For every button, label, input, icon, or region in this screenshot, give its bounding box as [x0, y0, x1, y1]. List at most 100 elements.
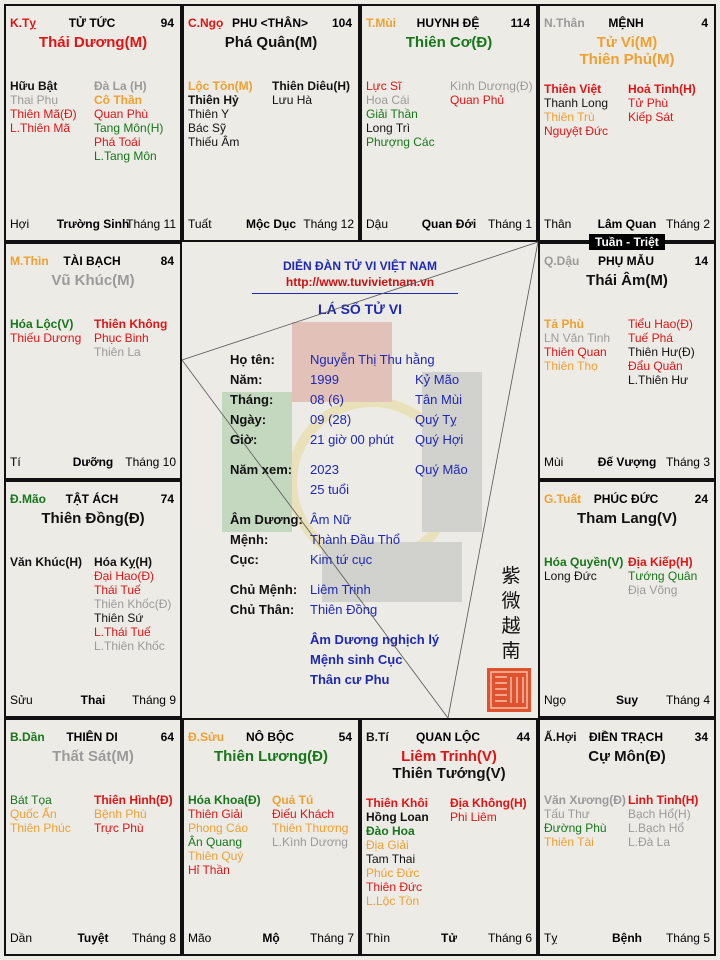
- month: Tháng 1: [487, 217, 532, 231]
- info-label: Tháng:: [230, 392, 274, 407]
- can-chi: C.Ngọ: [188, 16, 224, 30]
- minor-stars-right: Thiên Không Phục Binh Thiên La: [94, 317, 167, 359]
- palace-header: Đ.Mão TẬT ÁCH 74: [10, 492, 174, 508]
- can-chi: T.Mùi: [366, 16, 396, 30]
- palace-1[interactable]: K.Tỵ TỬ TỨC 94 Thái Dương(M) Hữu Bật Thai Phụ…: [4, 4, 182, 242]
- website-link[interactable]: http://www.tuvivietnam.vn: [285, 275, 435, 289]
- palace-2[interactable]: C.Ngọ PHU <THÂN> 104 Phá Quân(M) Lộc Tồn(M) T…: [182, 4, 360, 242]
- minor-stars-left: Bát Tọa Quốc Ấn Thiên Phúc: [10, 793, 71, 835]
- minor-star: Long Đức: [544, 569, 597, 583]
- minor-star: Thiên Thọ: [544, 359, 598, 373]
- life-phase: Thai: [80, 693, 106, 707]
- minor-star: L.Thái Tuế: [94, 625, 151, 639]
- minor-star: Trực Phù: [94, 821, 144, 835]
- palace-6[interactable]: Q.Dậu PHỤ MẪU 14 Thái Âm(M) Tả Phù LN Văn Tin…: [538, 242, 716, 480]
- minor-star: Cô Thần: [94, 93, 142, 107]
- can-chi: K.Tỵ: [10, 16, 37, 30]
- life-phase: Mộc Dục: [245, 217, 296, 231]
- minor-star: Hỉ Thần: [188, 863, 230, 877]
- can-chi: B.Tí: [366, 730, 389, 744]
- minor-star: Thiên Khôi: [366, 796, 428, 810]
- palace-name: ĐIỀN TRẠCH: [589, 730, 663, 744]
- minor-stars-right: Linh Tinh(H) Bạch Hổ(H) L.Bạch Hổ L.Đà La: [628, 793, 698, 849]
- minor-star: L.Bạch Hổ: [628, 821, 685, 835]
- note: Thân cư Phu: [310, 672, 390, 687]
- minor-star: Quan Phù: [94, 107, 149, 121]
- info-label: Âm Dương:: [230, 512, 303, 527]
- palace-header: Ấ.Hợi ĐIỀN TRẠCH 34: [544, 730, 708, 746]
- info-value: Thành Đầu Thổ: [310, 532, 401, 547]
- main-stars: Thái Dương(M): [6, 34, 180, 51]
- palace-12[interactable]: Ấ.Hợi ĐIỀN TRẠCH 34 Cự Môn(Đ) Văn Xương(Đ) Tấ…: [538, 718, 716, 956]
- palace-3[interactable]: T.Mùi HUYNH ĐỆ 114 Thiên Cơ(Đ) Lực Sĩ Hoa Cái…: [360, 4, 538, 242]
- palace-4[interactable]: N.Thân MỆNH 4 Tử Vi(M) Thiên Phủ(M) Thiên Việ…: [538, 4, 716, 242]
- minor-star: Thiếu Dương: [10, 331, 82, 345]
- minor-star: Phi Liêm: [450, 810, 497, 824]
- branch: Mùi: [544, 455, 564, 469]
- palace-footer: Tuất Mộc Dục Tháng 12: [188, 217, 354, 232]
- info-extra: Quý Hợi: [415, 432, 464, 447]
- palace-header: T.Mùi HUYNH ĐỆ 114: [366, 16, 530, 32]
- can-chi: M.Thìn: [10, 254, 49, 268]
- info-label: Mệnh:: [230, 532, 269, 547]
- info-label: Năm:: [230, 372, 263, 387]
- palace-name: TÀI BẠCH: [63, 254, 121, 268]
- minor-star: Lưu Hà: [272, 93, 313, 107]
- minor-stars-left: Hóa Khoa(Đ) Thiên Giải Phong Cáo Ân Quang Th…: [188, 793, 261, 877]
- branch: Ngọ: [544, 693, 567, 707]
- palace-11[interactable]: B.Tí QUAN LỘC 44 Liêm Trinh(V) Thiên Tướng(V…: [360, 718, 538, 956]
- palace-8[interactable]: G.Tuất PHÚC ĐỨC 24 Tham Lang(V) Hóa Quyền(V)…: [538, 480, 716, 718]
- palace-header: Đ.Sửu NÔ BỘC 54: [188, 730, 352, 746]
- minor-star: Hóa Kỵ(H): [94, 555, 153, 569]
- palace-9[interactable]: B.Dần THIÊN DI 64 Thất Sát(M) Bát Tọa Quốc Ấn…: [4, 718, 182, 956]
- info-value: 08 (6): [310, 392, 344, 407]
- branch: Dậu: [366, 217, 389, 231]
- palace-5[interactable]: M.Thìn TÀI BẠCH 84 Vũ Khúc(M) Hóa Lộc(V) Thiế…: [4, 242, 182, 480]
- main-star: Thái Âm(M): [586, 272, 668, 289]
- palace-name: PHÚC ĐỨC: [593, 492, 659, 506]
- age-number: 4: [701, 16, 708, 30]
- minor-star: Tấu Thư: [544, 807, 590, 821]
- minor-star: Thiếu Âm: [188, 135, 240, 149]
- info-extra: Quý Tỵ: [415, 412, 457, 427]
- month: Tháng 5: [665, 931, 710, 945]
- info-label: Giờ:: [230, 432, 258, 447]
- info-label: Năm xem:: [230, 462, 293, 477]
- minor-star: Thanh Long: [544, 96, 609, 110]
- palace-name: PHU <THÂN>: [231, 16, 308, 30]
- main-star: Thiên Lương(Đ): [213, 748, 328, 765]
- palace-header: K.Tỵ TỬ TỨC 94: [10, 16, 174, 32]
- palace-10[interactable]: Đ.Sửu NÔ BỘC 54 Thiên Lương(Đ) Hóa Khoa(Đ) Th…: [182, 718, 360, 956]
- chinese-char: 南: [501, 640, 521, 662]
- palace-header: G.Tuất PHÚC ĐỨC 24: [544, 492, 708, 508]
- minor-star: Thiên Không: [94, 317, 168, 331]
- minor-star: Quốc Ấn: [10, 807, 57, 821]
- main-star: Thiên Cơ(Đ): [405, 34, 493, 51]
- minor-star: Địa Giải: [366, 838, 409, 852]
- life-phase: Bệnh: [612, 931, 642, 945]
- minor-stars-left: Thiên Việt Thanh Long Thiên Trù Nguyệt Đức: [544, 82, 608, 138]
- minor-star: Đà La (H): [94, 79, 147, 93]
- palace-footer: Thân Lâm Quan Tháng 2: [544, 217, 710, 232]
- branch: Thân: [544, 217, 572, 231]
- minor-stars-left: Tả Phù LN Văn Tinh Thiên Quan Thiên Thọ: [544, 317, 610, 373]
- palace-7[interactable]: Đ.Mão TẬT ÁCH 74 Thiên Đồng(Đ) Văn Khúc(H) Hó…: [4, 480, 182, 718]
- minor-star: Thiên Diêu(H): [272, 79, 350, 93]
- minor-star: Hoa Cái: [366, 93, 410, 107]
- main-star: Thái Dương(M): [38, 34, 148, 51]
- palace-name: NÔ BỘC: [246, 730, 294, 744]
- minor-stars-right: Thiên Hình(Đ) Bệnh Phù Trực Phù: [94, 793, 173, 835]
- palace-footer: Dậu Quan Đới Tháng 1: [366, 217, 532, 232]
- note: Mệnh sinh Cục: [310, 652, 403, 667]
- minor-stars-right: Hoả Tinh(H) Tử Phù Kiếp Sát: [628, 82, 696, 124]
- minor-star: Giải Thần: [366, 107, 418, 121]
- info-extra: Tân Mùi: [415, 392, 462, 407]
- minor-stars-left: Văn Khúc(H): [10, 555, 82, 569]
- age-number: 24: [694, 492, 708, 506]
- life-phase: Đế Vượng: [597, 455, 657, 469]
- can-chi: Đ.Mão: [10, 492, 46, 506]
- age-number: 84: [160, 254, 174, 268]
- can-chi: N.Thân: [544, 16, 585, 30]
- palace-name: TẬT ÁCH: [65, 492, 119, 506]
- minor-star: Văn Xương(Đ): [544, 793, 626, 807]
